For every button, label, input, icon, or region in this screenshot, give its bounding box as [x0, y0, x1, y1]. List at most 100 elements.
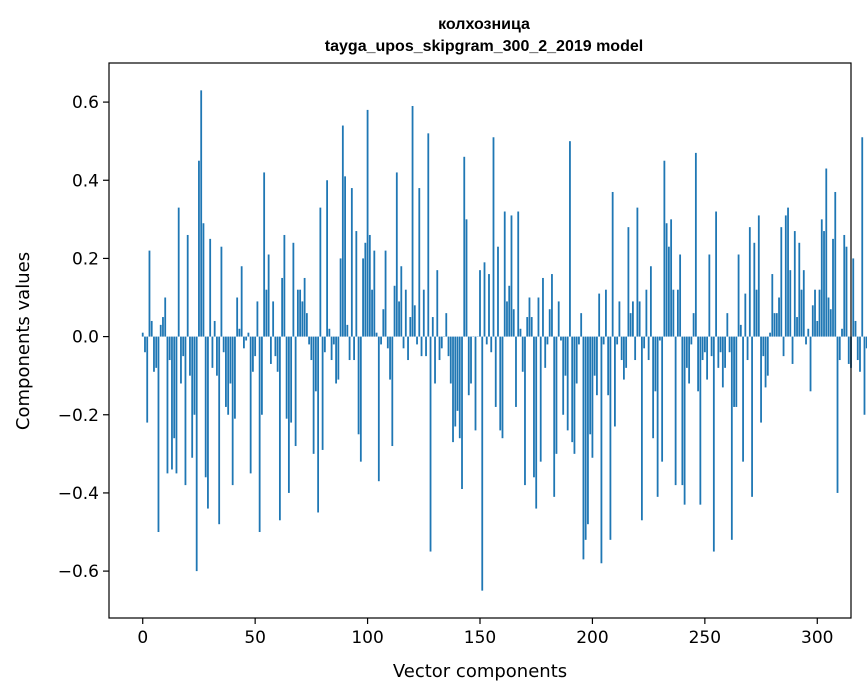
bar-266 [739, 324, 742, 337]
bar-67 [292, 242, 295, 337]
bar-96 [357, 336, 360, 435]
bar-226 [649, 266, 652, 337]
bar-232 [663, 160, 666, 337]
bar-61 [278, 336, 281, 521]
bar-203 [598, 293, 601, 337]
bar-156 [492, 137, 495, 337]
bar-214 [623, 336, 625, 380]
bar-42 [236, 297, 239, 337]
bar-243 [688, 336, 691, 384]
bar-256 [717, 336, 720, 368]
bar-265 [737, 254, 740, 337]
bar-15 [175, 336, 178, 474]
bar-172 [528, 297, 531, 337]
bar-313 [845, 246, 848, 337]
bar-297 [809, 336, 812, 392]
bar-36 [222, 336, 225, 353]
bar-281 [773, 313, 776, 337]
bar-114 [398, 301, 400, 337]
bar-105 [377, 336, 380, 482]
bar-181 [548, 309, 551, 337]
plot-frame [108, 62, 852, 619]
bar-254 [712, 336, 715, 552]
bar-299 [814, 289, 816, 337]
bar-83 [328, 328, 331, 337]
bar-57 [269, 336, 272, 364]
bar-303 [823, 231, 825, 337]
bar-241 [683, 336, 686, 505]
bar-187 [562, 336, 565, 415]
bar-249 [701, 336, 704, 361]
bar-112 [393, 285, 396, 337]
bar-161 [503, 211, 506, 337]
bar-295 [805, 336, 807, 345]
bar-65 [287, 336, 290, 493]
bar-179 [544, 336, 547, 368]
bar-242 [685, 336, 688, 368]
bar-204 [600, 336, 603, 564]
bar-20 [186, 234, 189, 337]
bar-216 [627, 227, 630, 337]
bar-120 [411, 105, 414, 337]
bar-146 [470, 336, 472, 384]
bar-133 [440, 336, 443, 349]
bar-64 [285, 336, 288, 419]
bar-148 [474, 336, 477, 431]
bar-22 [191, 336, 194, 458]
bar-100 [366, 109, 369, 337]
bar-98 [362, 258, 364, 337]
bar-300 [816, 320, 819, 337]
bar-69 [296, 289, 299, 337]
bar-119 [409, 317, 412, 337]
bar-108 [384, 250, 387, 337]
bar-287 [787, 207, 789, 337]
bar-86 [335, 336, 337, 384]
bar-4 [150, 320, 153, 337]
bar-104 [375, 332, 378, 337]
bar-151 [481, 336, 484, 591]
bar-79 [319, 207, 322, 337]
bar-14 [173, 336, 176, 439]
bar-131 [436, 270, 439, 337]
x-tick-label: 100 [351, 628, 383, 648]
bar-209 [611, 191, 614, 337]
bar-186 [560, 336, 562, 341]
bar-19 [184, 336, 187, 486]
bar-260 [726, 313, 729, 337]
bar-70 [299, 289, 302, 337]
bar-251 [706, 336, 708, 380]
bar-50 [254, 336, 257, 357]
bar-202 [596, 336, 598, 396]
bar-78 [317, 336, 320, 513]
bar-291 [796, 317, 798, 337]
bar-103 [373, 250, 376, 337]
bar-99 [364, 242, 367, 337]
bar-210 [614, 336, 616, 427]
bar-139 [454, 336, 457, 427]
bar-272 [753, 242, 756, 337]
bar-55 [265, 289, 268, 337]
bar-76 [312, 336, 315, 454]
bar-43 [238, 328, 241, 337]
bar-316 [852, 258, 855, 337]
bar-302 [820, 219, 823, 337]
bar-48 [249, 336, 252, 474]
bar-152 [483, 262, 486, 337]
y-tick-label: −0.6 [58, 562, 99, 582]
bar-176 [537, 297, 540, 337]
bar-93 [350, 188, 353, 337]
bar-150 [479, 270, 481, 337]
bar-307 [832, 238, 834, 337]
bar-1 [144, 336, 146, 353]
y-tick-label: 0.0 [72, 328, 99, 348]
bar-262 [730, 336, 733, 540]
bar-174 [533, 336, 535, 478]
bar-227 [652, 336, 655, 439]
bar-155 [490, 336, 493, 353]
bar-10 [164, 297, 167, 337]
bar-3 [148, 250, 151, 337]
bar-46 [245, 336, 248, 341]
bar-229 [656, 336, 659, 497]
bar-82 [326, 180, 328, 337]
bar-91 [346, 324, 349, 337]
